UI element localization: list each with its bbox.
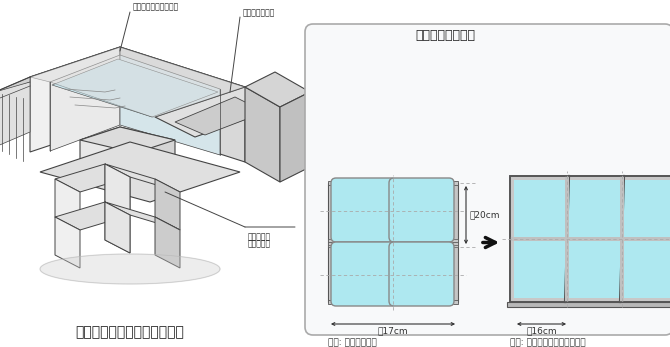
Text: 使用済燃料: 使用済燃料 [248, 232, 271, 241]
Polygon shape [245, 87, 280, 182]
Polygon shape [30, 47, 120, 152]
Text: 材質: ステンレス鋼: 材質: ステンレス鋼 [328, 338, 377, 347]
Polygon shape [30, 47, 245, 117]
Text: 貯蔵ラック: 貯蔵ラック [248, 239, 271, 248]
Bar [514, 180, 565, 237]
Polygon shape [52, 59, 218, 117]
Polygon shape [120, 55, 220, 155]
Polygon shape [280, 92, 310, 182]
Polygon shape [55, 202, 130, 230]
Text: 使用済燃料貯蔵プール概要図: 使用済燃料貯蔵プール概要図 [76, 325, 184, 339]
Bar [510, 176, 670, 302]
Bar [510, 176, 670, 302]
Bar [507, 302, 670, 307]
Polygon shape [50, 55, 220, 115]
Polygon shape [105, 164, 130, 215]
Polygon shape [155, 217, 180, 268]
Polygon shape [105, 202, 130, 253]
Polygon shape [245, 72, 310, 107]
Bar [624, 180, 670, 237]
Polygon shape [175, 97, 265, 135]
Polygon shape [105, 164, 130, 215]
Text: 使用済燃料貯蔵プール: 使用済燃料貯蔵プール [133, 2, 180, 11]
Bar [514, 241, 565, 298]
Bar [328, 300, 458, 304]
Polygon shape [30, 47, 245, 117]
Bar [451, 183, 458, 302]
Polygon shape [55, 164, 130, 192]
Polygon shape [40, 254, 220, 284]
Text: キャスクピット: キャスクピット [243, 8, 275, 17]
Text: 約16cm: 約16cm [526, 326, 557, 335]
Text: ラック構造の変更: ラック構造の変更 [415, 29, 475, 42]
FancyBboxPatch shape [331, 242, 396, 306]
Polygon shape [50, 55, 120, 151]
Polygon shape [105, 202, 130, 253]
Polygon shape [0, 77, 30, 97]
Text: 約20cm: 約20cm [470, 211, 500, 220]
Bar [569, 180, 620, 237]
Polygon shape [55, 217, 80, 268]
Bar [510, 237, 670, 241]
Bar [565, 176, 569, 302]
Polygon shape [120, 47, 245, 162]
Bar [328, 242, 458, 245]
Polygon shape [0, 82, 30, 147]
Polygon shape [155, 179, 180, 230]
Polygon shape [120, 127, 175, 172]
Bar [328, 244, 458, 247]
Bar [328, 183, 335, 302]
Polygon shape [40, 142, 240, 202]
Bar [569, 241, 620, 298]
Polygon shape [80, 127, 175, 153]
FancyBboxPatch shape [389, 242, 454, 306]
Polygon shape [80, 127, 120, 172]
FancyBboxPatch shape [331, 178, 396, 242]
Polygon shape [155, 87, 280, 137]
Text: 約17cm: 約17cm [378, 326, 408, 335]
Bar [624, 241, 670, 298]
Bar [328, 239, 458, 242]
FancyBboxPatch shape [305, 24, 670, 335]
Bar [620, 176, 624, 302]
Polygon shape [105, 202, 180, 230]
Polygon shape [105, 164, 180, 192]
FancyBboxPatch shape [389, 178, 454, 242]
Polygon shape [55, 179, 80, 230]
Text: 材質: ボロン添加ステンレス鋼: 材質: ボロン添加ステンレス鋼 [510, 338, 586, 347]
Bar [328, 181, 458, 185]
